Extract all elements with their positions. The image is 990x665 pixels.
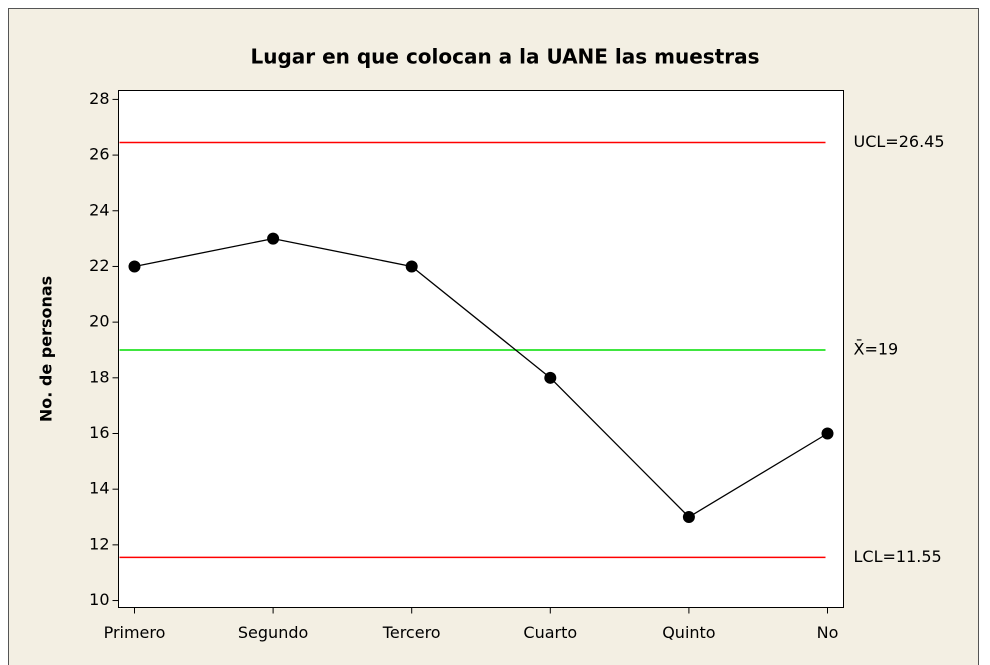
- x-tick-label: Primero: [104, 623, 166, 642]
- y-tick-label: 16: [89, 423, 109, 442]
- control-line-label: X̄=19: [854, 339, 899, 358]
- data-point: [405, 260, 418, 273]
- x-tick-label: Segundo: [238, 623, 308, 642]
- data-point: [821, 427, 834, 440]
- data-point: [128, 260, 141, 273]
- y-axis-label: No. de personas: [37, 276, 56, 422]
- control-line-label: UCL=26.45: [854, 132, 945, 151]
- y-tick-label: 24: [89, 200, 109, 219]
- y-tick-label: 28: [89, 89, 109, 108]
- y-tick-label: 22: [89, 256, 109, 275]
- x-tick-label: Tercero: [382, 623, 441, 642]
- y-tick-label: 12: [89, 534, 109, 553]
- x-tick-label: Quinto: [662, 623, 715, 642]
- data-point: [267, 232, 280, 245]
- data-point: [682, 511, 695, 524]
- y-tick-label: 26: [89, 145, 109, 164]
- y-tick-label: 14: [89, 479, 109, 498]
- y-tick-label: 10: [89, 590, 109, 609]
- y-tick-label: 18: [89, 367, 109, 386]
- y-tick-label: 20: [89, 312, 109, 331]
- plot-area: [118, 90, 844, 608]
- chart-title: Lugar en que colocan a la UANE las muest…: [250, 45, 759, 69]
- data-point: [544, 371, 557, 384]
- x-tick-label: Cuarto: [523, 623, 577, 642]
- x-tick-label: No: [817, 623, 839, 642]
- data-line: [134, 237, 828, 518]
- control-line-label: LCL=11.55: [854, 547, 942, 566]
